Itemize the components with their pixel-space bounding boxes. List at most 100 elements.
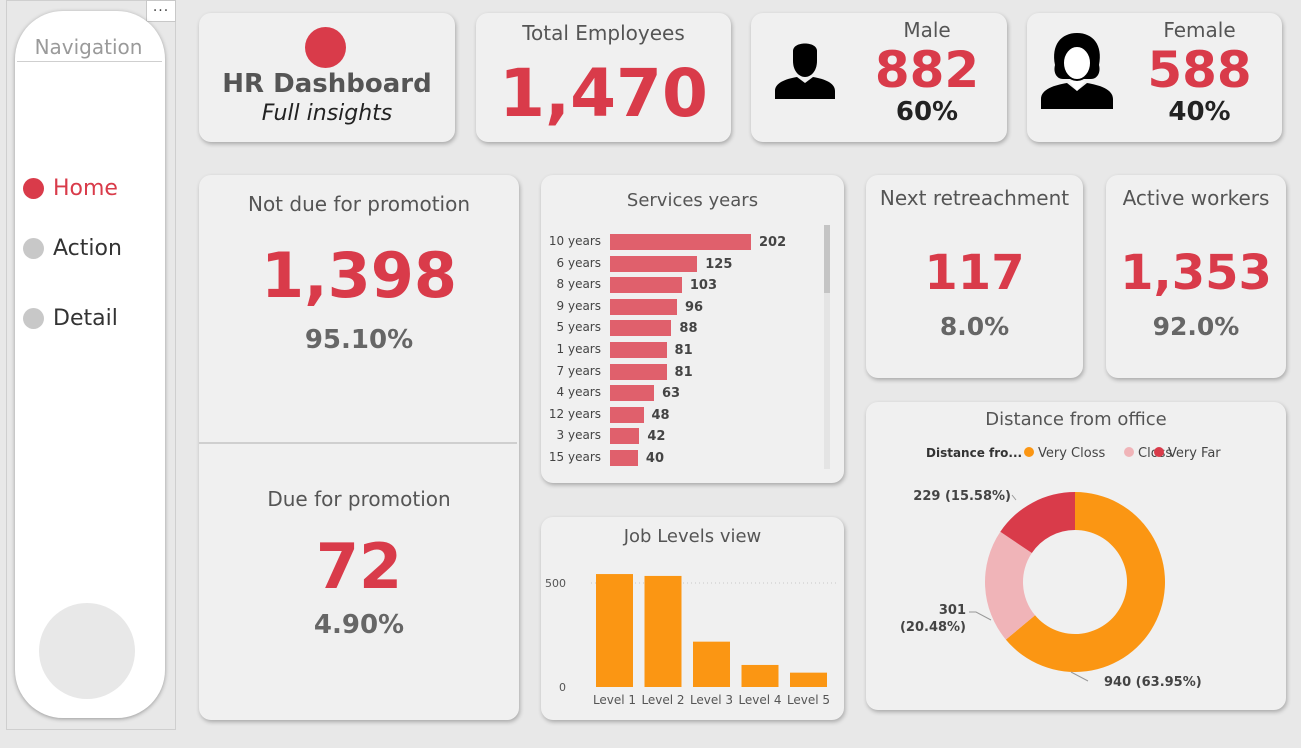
nav-item-label: Home <box>53 175 118 201</box>
detail-dot-icon <box>23 307 44 329</box>
retrenchment-card: Next retreachment 117 8.0% <box>866 175 1083 378</box>
distance-card: Distance from office Distance fro... Very… <box>866 402 1286 710</box>
bar-category-label: 9 years <box>556 298 601 313</box>
bar[interactable] <box>610 234 751 250</box>
bar[interactable] <box>610 277 682 294</box>
bar[interactable] <box>610 406 644 423</box>
active-workers-title: Active workers <box>1122 186 1270 210</box>
female-value: 588 <box>1147 41 1252 99</box>
not-due-title: Not due for promotion <box>247 192 471 216</box>
legend-label: Very Closs <box>1038 446 1105 461</box>
total-employees-title: Total Employees <box>522 21 685 45</box>
bar-value-label: 63 <box>661 386 681 402</box>
legend-label: Very Far <box>1168 446 1221 461</box>
active-workers-value: 1,353 <box>1120 245 1272 301</box>
retrenchment-value: 117 <box>924 245 1025 301</box>
job-levels-chart: 500 0 Level 1 Level 2 Level 3 Level 4 Level 5 <box>545 574 839 707</box>
navigation-divider <box>17 61 162 62</box>
female-title: Female <box>1163 18 1236 42</box>
data-label: (20.48%) <box>900 620 966 635</box>
legend-marker <box>1024 447 1034 457</box>
distance-chart: Distance fro...Very ClossClossVery Far94… <box>900 446 1221 690</box>
retrenchment-percent: 8.0% <box>939 312 1010 341</box>
more-options-icon[interactable]: ... <box>146 0 176 22</box>
nav-circle-button[interactable] <box>39 603 135 699</box>
bar[interactable] <box>644 575 682 687</box>
logo-circle-icon <box>305 27 346 68</box>
total-employees-value: 1,470 <box>499 55 708 132</box>
data-label: 301 <box>939 603 966 618</box>
x-tick-label: Level 3 <box>690 693 733 707</box>
nav-item-action[interactable]: Action <box>23 233 122 263</box>
bar-category-label: 1 years <box>556 342 601 356</box>
services-years-card: Services years 10 years 202 6 years 125 8 ye… <box>541 175 844 483</box>
x-tick-label: Level 1 <box>593 693 636 707</box>
services-years-chart: 10 years 202 6 years 125 8 years 103 9 years 96… <box>541 233 821 473</box>
bar[interactable] <box>610 450 638 466</box>
bar[interactable] <box>741 664 779 687</box>
services-years-scrollbar[interactable] <box>824 225 830 469</box>
female-card: Female 588 40% <box>1027 13 1282 142</box>
bar[interactable] <box>790 672 827 687</box>
active-workers-percent: 92.0% <box>1152 312 1240 341</box>
nav-item-home[interactable]: Home <box>23 173 118 203</box>
action-dot-icon <box>23 237 44 259</box>
bar[interactable] <box>610 298 677 315</box>
bar-category-label: 10 years <box>548 234 601 248</box>
navigation-title: Navigation <box>34 35 143 59</box>
bar[interactable] <box>610 363 667 380</box>
bar-value-label: 48 <box>651 407 670 423</box>
data-label: 229 (15.58%) <box>913 489 1011 504</box>
x-tick-label: Level 5 <box>787 693 830 707</box>
bar-value-label: 42 <box>647 429 666 445</box>
navigation-frame <box>6 0 176 730</box>
promotion-divider <box>199 442 517 444</box>
male-title: Male <box>903 18 951 42</box>
bar-category-label: 6 years <box>556 255 601 270</box>
male-card: Male 882 60% <box>751 13 1007 142</box>
x-tick-label: Level 4 <box>738 693 781 707</box>
bar-category-label: 4 years <box>556 385 601 400</box>
data-label: 940 (63.95%) <box>1104 675 1202 690</box>
dashboard-subtitle: Full insights <box>261 101 393 126</box>
donut-slice[interactable] <box>1005 492 1165 672</box>
job-levels-card: Job Levels view 500 0 Level 1 Level 2 Level … <box>541 517 844 720</box>
home-dot-icon <box>23 177 44 199</box>
bar-category-label: 8 years <box>556 277 601 292</box>
bar-value-label: 81 <box>674 343 693 358</box>
bar-category-label: 7 years <box>556 363 601 378</box>
bar[interactable] <box>610 385 654 402</box>
due-percent: 4.90% <box>313 610 405 640</box>
male-value: 882 <box>874 41 980 99</box>
bar[interactable] <box>610 342 667 358</box>
bar[interactable] <box>596 574 633 687</box>
nav-item-detail[interactable]: Detail <box>23 303 118 333</box>
male-person-icon <box>775 43 835 99</box>
y-tick-label: 500 <box>545 577 566 590</box>
bar[interactable] <box>610 428 640 445</box>
scrollbar-thumb[interactable] <box>824 225 830 293</box>
donut-slice[interactable] <box>1000 492 1075 553</box>
leader-line <box>1011 494 1017 501</box>
bar-value-label: 40 <box>645 451 664 466</box>
bar[interactable] <box>610 320 672 337</box>
leader-line <box>1070 671 1089 682</box>
promotion-card: Not due for promotion 1,398 95.10% Due f… <box>199 175 519 720</box>
due-value: 72 <box>315 530 403 603</box>
bar-value-label: 202 <box>759 235 787 250</box>
bar-category-label: 15 years <box>548 450 601 464</box>
leader-line <box>969 611 992 621</box>
nav-item-label: Detail <box>53 305 118 331</box>
donut-slice[interactable] <box>985 531 1036 640</box>
total-employees-card: Total Employees 1,470 <box>476 13 731 142</box>
y-tick-label: 0 <box>559 681 566 694</box>
bar-value-label: 125 <box>705 256 733 272</box>
male-percent: 60% <box>895 97 959 127</box>
bar[interactable] <box>693 641 730 687</box>
bar[interactable] <box>610 255 698 272</box>
active-workers-card: Active workers 1,353 92.0% <box>1106 175 1286 378</box>
bar-value-label: 96 <box>685 299 704 315</box>
retrenchment-title: Next retreachment <box>879 186 1070 210</box>
bar-category-label: 5 years <box>556 320 601 335</box>
bar-value-label: 81 <box>674 364 693 380</box>
